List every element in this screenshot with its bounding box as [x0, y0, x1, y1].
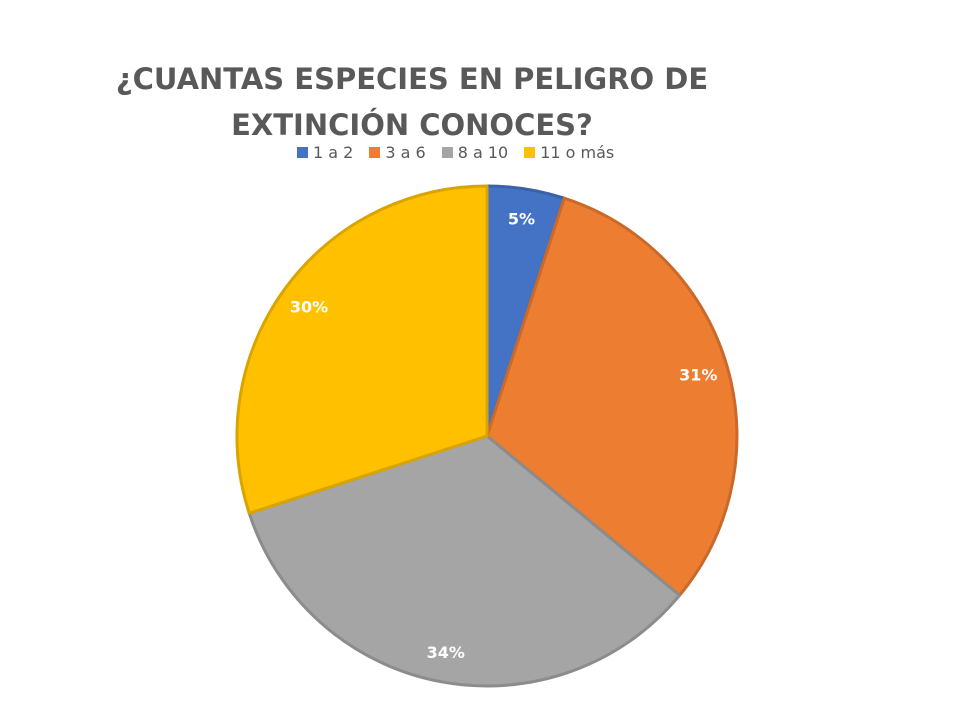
chart-legend: 1 a 2 3 a 6 8 a 10 11 o más [297, 143, 614, 162]
legend-swatch [297, 147, 308, 158]
chart-title: ¿CUANTAS ESPECIES EN PELIGRO DE EXTINCIÓ… [112, 56, 712, 148]
legend-label: 11 o más [540, 143, 615, 162]
legend-swatch [524, 147, 536, 158]
pie-slice-11-o-más [235, 184, 489, 515]
legend-label: 8 a 10 [457, 143, 509, 162]
legend-item-11-o-mas: 11 o más [524, 143, 614, 162]
legend-swatch [441, 147, 453, 158]
legend-label: 1 a 2 [313, 143, 354, 162]
pie-slice-8-a-10 [247, 434, 682, 688]
data-label-11-o-más: 30% [290, 298, 328, 317]
legend-item-3-a-6: 3 a 6 [369, 143, 426, 162]
legend-label: 3 a 6 [385, 143, 426, 162]
pie-slice-3-a-6 [485, 196, 739, 597]
data-label-3-a-6: 31% [679, 366, 717, 385]
chart-title-line-2: EXTINCIÓN CONOCES? [231, 108, 593, 142]
data-label-8-a-10: 34% [427, 643, 465, 662]
data-label-1-a-2: 5% [508, 210, 535, 229]
legend-item-8-a-10: 8 a 10 [441, 143, 509, 162]
legend-item-1-a-2: 1 a 2 [297, 143, 353, 162]
chart-title-line-1: ¿CUANTAS ESPECIES EN PELIGRO DE [115, 62, 709, 96]
legend-swatch [369, 147, 381, 158]
